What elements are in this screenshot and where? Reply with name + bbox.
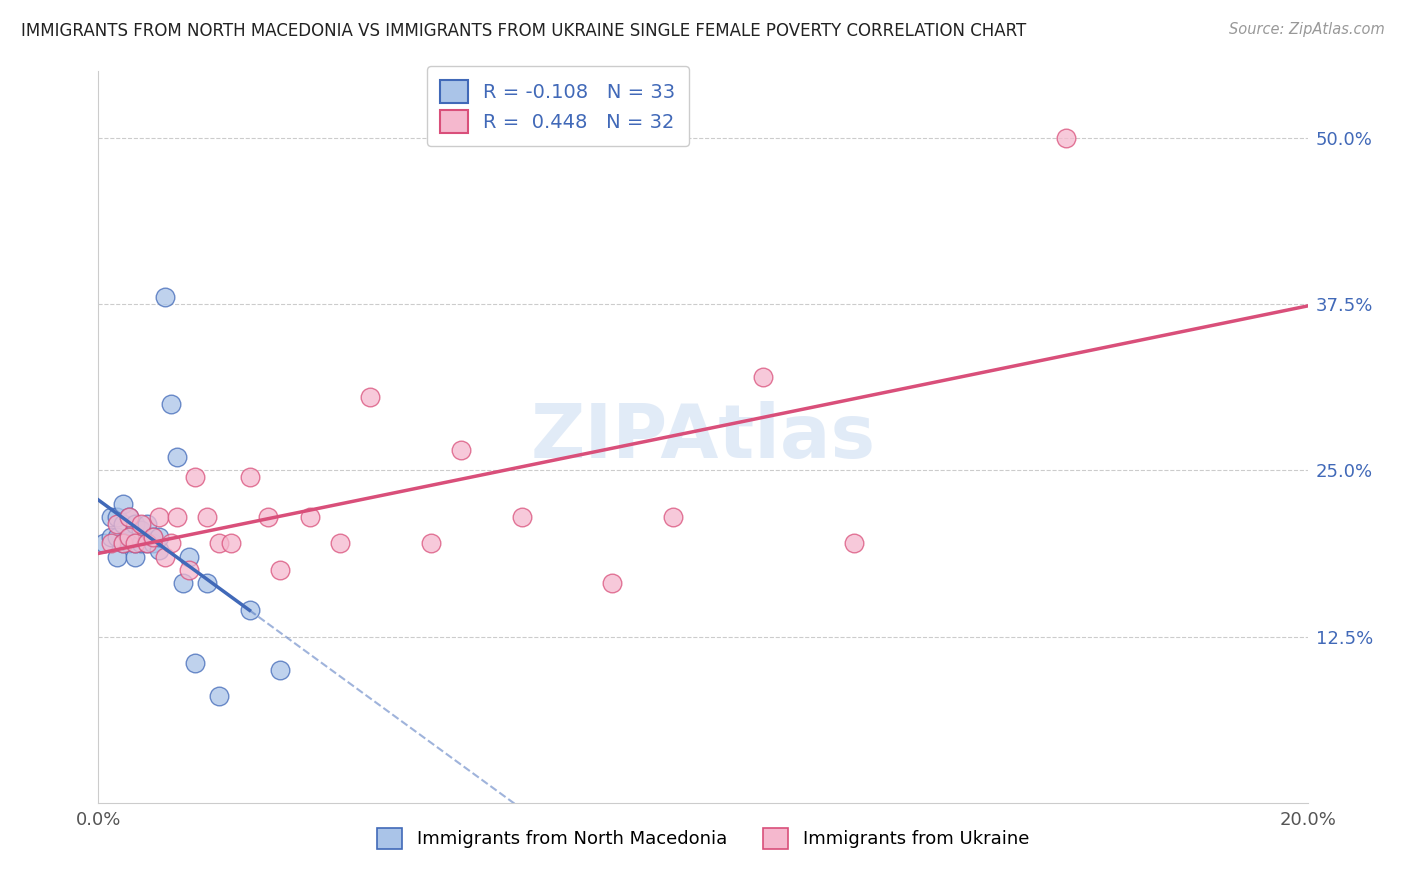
Point	[124, 536, 146, 550]
Legend: Immigrants from North Macedonia, Immigrants from Ukraine: Immigrants from North Macedonia, Immigra…	[370, 821, 1036, 856]
Point	[844, 536, 866, 550]
Point	[105, 516, 128, 531]
Point	[153, 549, 176, 564]
Point	[510, 509, 533, 524]
Point	[118, 530, 141, 544]
Point	[100, 530, 122, 544]
Point	[111, 516, 134, 531]
Point	[221, 536, 243, 550]
Point	[124, 516, 146, 531]
Point	[195, 576, 218, 591]
Point	[129, 536, 152, 550]
Point	[179, 549, 201, 564]
Text: ZIPAtlas: ZIPAtlas	[530, 401, 876, 474]
Point	[100, 536, 122, 550]
Point	[111, 536, 134, 550]
Point	[661, 509, 683, 524]
Point	[166, 509, 188, 524]
Point	[239, 470, 262, 484]
Point	[105, 530, 128, 544]
Point	[129, 516, 152, 531]
Point	[166, 450, 188, 464]
Point	[100, 509, 122, 524]
Point	[752, 370, 775, 384]
Point	[195, 509, 218, 524]
Point	[602, 576, 624, 591]
Point	[269, 663, 291, 677]
Text: IMMIGRANTS FROM NORTH MACEDONIA VS IMMIGRANTS FROM UKRAINE SINGLE FEMALE POVERTY: IMMIGRANTS FROM NORTH MACEDONIA VS IMMIG…	[21, 22, 1026, 40]
Point	[105, 509, 128, 524]
Point	[93, 536, 115, 550]
Point	[239, 603, 262, 617]
Point	[135, 536, 157, 550]
Point	[208, 690, 231, 704]
Text: Source: ZipAtlas.com: Source: ZipAtlas.com	[1229, 22, 1385, 37]
Point	[105, 549, 128, 564]
Point	[172, 576, 194, 591]
Point	[118, 509, 141, 524]
Point	[160, 397, 183, 411]
Point	[420, 536, 443, 550]
Point	[329, 536, 352, 550]
Point	[184, 470, 207, 484]
Point	[299, 509, 322, 524]
Point	[184, 656, 207, 670]
Point	[124, 549, 146, 564]
Point	[160, 536, 183, 550]
Point	[269, 563, 291, 577]
Point	[148, 543, 170, 558]
Point	[142, 536, 165, 550]
Point	[153, 290, 176, 304]
Point	[142, 530, 165, 544]
Point	[360, 390, 382, 404]
Point	[129, 523, 152, 537]
Point	[118, 530, 141, 544]
Point	[179, 563, 201, 577]
Point	[135, 536, 157, 550]
Point	[450, 443, 472, 458]
Point	[124, 536, 146, 550]
Point	[256, 509, 278, 524]
Point	[135, 516, 157, 531]
Point	[111, 536, 134, 550]
Point	[111, 497, 134, 511]
Point	[208, 536, 231, 550]
Point	[148, 509, 170, 524]
Point	[148, 530, 170, 544]
Point	[118, 509, 141, 524]
Point	[1054, 131, 1077, 145]
Point	[142, 530, 165, 544]
Point	[118, 536, 141, 550]
